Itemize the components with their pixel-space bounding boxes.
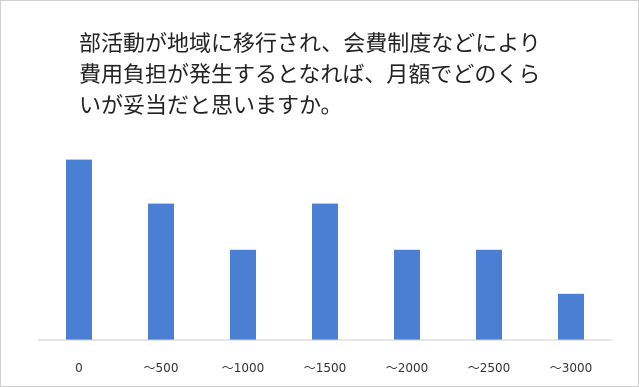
x-tick-label-3: ～1500 [304, 361, 347, 375]
x-tick-labels: 0 ～500 ～1000 ～1500 ～2000 ～2500 ～3000 [75, 361, 592, 375]
bar-2 [230, 249, 256, 340]
bar-4 [394, 249, 420, 340]
x-tick-label-0: 0 [75, 361, 83, 375]
chart-title-line-1: 部活動が地域に移行され、会費制度などにより [79, 32, 541, 57]
bar-6 [558, 293, 584, 340]
x-tick-label-1: ～500 [144, 361, 179, 375]
bar-1 [148, 203, 174, 340]
bar-3 [312, 203, 338, 340]
x-tick-label-2: ～1000 [222, 361, 265, 375]
chart-title-line-2: 費用負担が発生するとなれば、月額でどのくら [79, 63, 541, 88]
chart-title-line-3: いが妥当だと思いますか。 [79, 94, 343, 119]
x-tick-label-5: ～2500 [468, 361, 511, 375]
x-tick-label-4: ～2000 [386, 361, 429, 375]
bars-group [66, 159, 584, 340]
chart-title: 部活動が地域に移行され、会費制度などにより 費用負担が発生するとなれば、月額でど… [79, 29, 599, 122]
bar-0 [66, 159, 92, 340]
x-tick-label-6: ～3000 [550, 361, 593, 375]
bar-5 [476, 249, 502, 340]
